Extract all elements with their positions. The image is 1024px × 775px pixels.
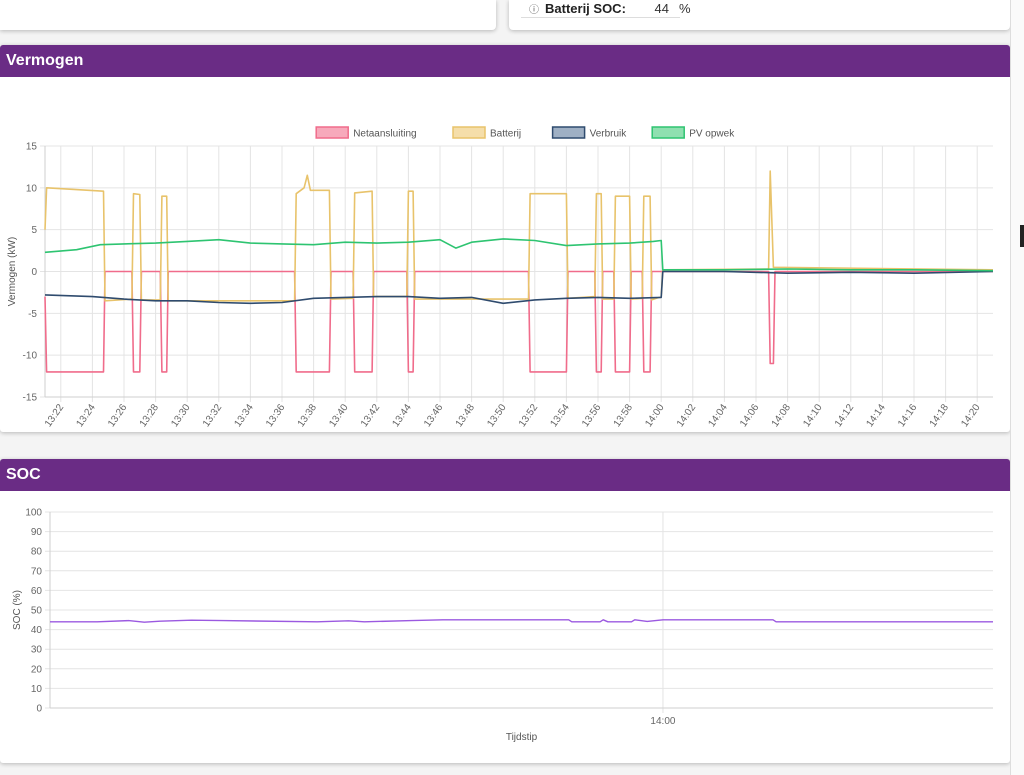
y-tick-label: -15 bbox=[23, 393, 38, 404]
x-tick-label: 13:30 bbox=[169, 402, 193, 429]
x-tick-label: 14:20 bbox=[959, 402, 983, 429]
y-tick-label: 15 bbox=[26, 142, 38, 153]
x-tick-label: 13:26 bbox=[106, 402, 130, 429]
x-tick-label: 13:42 bbox=[359, 402, 383, 429]
legend-label: PV opwek bbox=[689, 129, 735, 140]
battery-status-card: ⓘ Batterij SOC: 44 % bbox=[509, 0, 1010, 30]
legend-swatch bbox=[315, 126, 349, 139]
legend-swatch bbox=[452, 126, 486, 139]
y-tick-label: 50 bbox=[31, 606, 43, 617]
x-tick-label: 13:48 bbox=[454, 402, 478, 429]
y-tick-label: -5 bbox=[28, 309, 37, 320]
x-tick-label: 13:32 bbox=[201, 402, 225, 429]
y-axis-title: Vermogen (kW) bbox=[7, 237, 18, 306]
x-tick-label: 13:44 bbox=[390, 402, 414, 429]
info-icon[interactable]: ⓘ bbox=[529, 4, 539, 16]
y-tick-label: 20 bbox=[31, 664, 43, 675]
x-tick-label: 13:54 bbox=[548, 402, 572, 429]
soc-panel-title: SOC bbox=[0, 459, 1010, 491]
vermogen-panel-title: Vermogen bbox=[0, 45, 1010, 77]
x-tick-label: 14:10 bbox=[801, 402, 825, 429]
x-tick-label: 14:16 bbox=[896, 402, 920, 429]
legend-swatch bbox=[651, 126, 685, 139]
x-tick-label: 14:02 bbox=[675, 402, 699, 429]
y-tick-label: 0 bbox=[31, 267, 37, 278]
battery-soc-unit: % bbox=[679, 0, 691, 16]
x-axis-title: Tijdstip bbox=[506, 732, 538, 743]
x-tick-label: 13:50 bbox=[485, 402, 509, 429]
x-tick-label: 14:00 bbox=[643, 402, 667, 429]
legend: Netaansluiting Batterij Verbruik PV opwek bbox=[315, 126, 735, 140]
y-tick-label: 10 bbox=[31, 684, 43, 695]
vermogen-panel: Vermogen 15 10 5 0 -5 -10 -15 13:22 13:24 13:26 13… bbox=[0, 45, 1010, 432]
x-tick-label: 14:06 bbox=[738, 402, 762, 429]
x-tick-label: 13:28 bbox=[138, 402, 162, 429]
x-tick-label: 13:58 bbox=[612, 402, 636, 429]
scrollbar[interactable] bbox=[1010, 0, 1024, 775]
x-tick-label: 14:12 bbox=[833, 402, 857, 429]
y-tick-label: 30 bbox=[31, 645, 43, 656]
top-left-card bbox=[0, 0, 496, 30]
x-tick-label: 14:04 bbox=[706, 402, 730, 429]
x-tick-label: 13:52 bbox=[517, 402, 541, 429]
legend-label: Batterij bbox=[490, 129, 521, 140]
battery-soc-label: Batterij SOC: bbox=[545, 0, 626, 16]
y-tick-label: 100 bbox=[25, 508, 42, 519]
series-line-pv-opwek bbox=[44, 238, 994, 272]
legend-label: Verbruik bbox=[590, 129, 628, 140]
x-tick-label: 14:08 bbox=[770, 402, 794, 429]
y-tick-label: 90 bbox=[31, 527, 43, 538]
y-tick-label: 10 bbox=[26, 183, 38, 194]
x-tick-label: 14:18 bbox=[928, 402, 952, 429]
series-line-netaansluiting bbox=[44, 270, 993, 373]
x-tick-label: 13:24 bbox=[74, 402, 98, 429]
legend-label: Netaansluiting bbox=[353, 129, 416, 140]
series-line-verbruik bbox=[44, 270, 994, 305]
divider bbox=[521, 17, 680, 18]
vermogen-chart: 15 10 5 0 -5 -10 -15 13:22 13:24 13:26 13:28 13:30 1… bbox=[7, 126, 994, 429]
battery-soc-row: ⓘ Batterij SOC: 44 % bbox=[529, 0, 691, 16]
x-tick-label: 13:40 bbox=[327, 402, 351, 429]
y-tick-label: 60 bbox=[31, 586, 43, 597]
y-tick-label: -10 bbox=[23, 351, 38, 362]
x-tick-label: 13:38 bbox=[296, 402, 320, 429]
y-tick-label: 70 bbox=[31, 566, 43, 577]
x-tick-label: 13:22 bbox=[43, 402, 67, 429]
y-tick-label: 80 bbox=[31, 547, 43, 558]
x-tick-label: 13:36 bbox=[264, 402, 288, 429]
scrollbar-marker bbox=[1020, 225, 1024, 247]
y-tick-label: 5 bbox=[31, 225, 37, 236]
x-tick-label: 13:34 bbox=[232, 402, 256, 429]
battery-soc-value: 44 bbox=[654, 0, 669, 16]
x-tick-label: 14:14 bbox=[864, 402, 888, 429]
x-tick-label: 14:00 bbox=[650, 716, 675, 727]
x-tick-label: 13:56 bbox=[580, 402, 604, 429]
series-line-soc bbox=[50, 619, 993, 623]
y-axis-title: SOC (%) bbox=[12, 590, 23, 630]
x-tick-label: 13:46 bbox=[422, 402, 446, 429]
series-line-batterij bbox=[44, 170, 994, 302]
legend-swatch bbox=[551, 126, 586, 139]
y-tick-label: 0 bbox=[36, 704, 42, 715]
y-tick-label: 40 bbox=[31, 625, 43, 636]
soc-panel: SOC 100 90 80 70 60 50 40 30 20 10 0 14:00 SOC (%) Ti… bbox=[0, 459, 1010, 763]
